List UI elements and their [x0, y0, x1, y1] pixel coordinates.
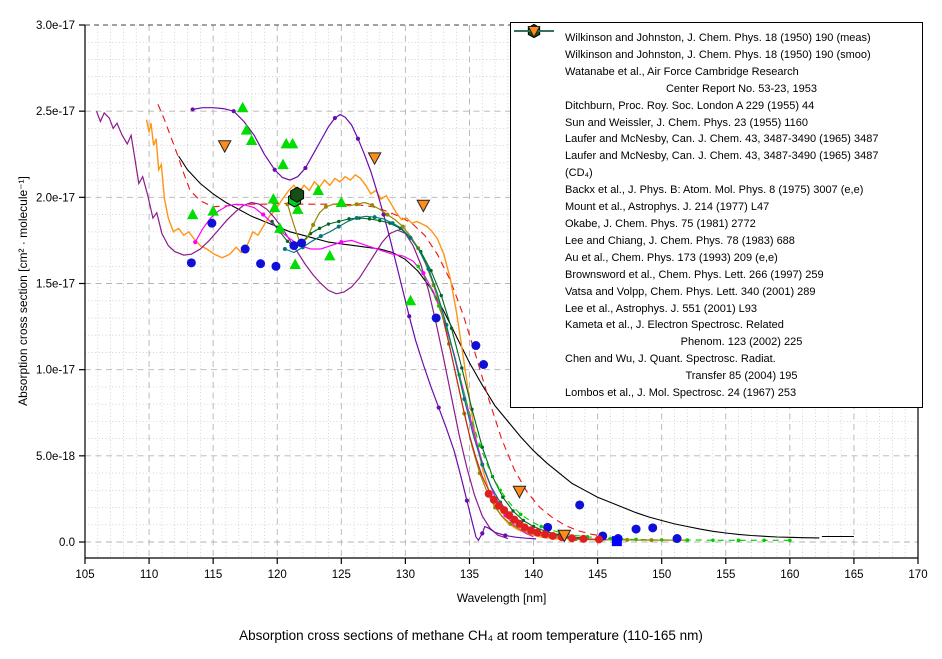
legend-label: Brownsword et al., Chem. Phys. Lett. 266…: [565, 268, 824, 281]
legend-label: Lombos et al., J. Mol. Spectrosc. 24 (19…: [565, 387, 797, 400]
legend-item: Ditchburn, Proc. Roy. Soc. London A 229 …: [515, 26, 918, 115]
legend-label: Sun and Weissler, J. Chem. Phys. 23 (195…: [565, 116, 808, 129]
svg-text:165: 165: [844, 569, 863, 581]
legend-item: Lee and Chiang, J. Chem. Phys. 78 (1983)…: [514, 30, 918, 250]
svg-text:2.0e-17: 2.0e-17: [36, 192, 75, 204]
legend-item: Kameta et al., J. Electron Spectrosc. Re…: [514, 30, 918, 334]
legend-item: Au et al., Chem. Phys. 173 (1993) 209 (e…: [514, 30, 918, 267]
svg-text:105: 105: [75, 569, 94, 581]
svg-text:140: 140: [524, 569, 543, 581]
svg-text:115: 115: [204, 569, 222, 581]
series: [145, 119, 566, 541]
legend-item: Backx et al., J. Phys. B: Atom. Mol. Phy…: [514, 30, 918, 199]
svg-text:1.5e-17: 1.5e-17: [36, 279, 75, 291]
svg-text:1.0e-17: 1.0e-17: [36, 365, 75, 377]
series: [157, 104, 602, 537]
legend-item: Mount et al., Astrophys. J. 214 (1977) L…: [514, 28, 918, 216]
legend-item: Brownsword et al., Chem. Phys. Lett. 266…: [515, 23, 918, 284]
svg-text:150: 150: [652, 569, 671, 581]
chart-caption: Absorption cross sections of methane CH₄…: [239, 628, 703, 643]
legend-label-continuation: (CD₄): [565, 167, 593, 180]
legend-label: Ditchburn, Proc. Roy. Soc. London A 229 …: [565, 99, 815, 112]
legend-label: Kameta et al., J. Electron Spectrosc. Re…: [565, 319, 784, 332]
legend-label: Chen and Wu, J. Quant. Spectrosc. Radiat…: [565, 353, 776, 366]
legend-item: Wilkinson and Johnston, J. Chem. Phys. 1…: [515, 27, 918, 47]
series: [186, 101, 417, 306]
y-ticks: [79, 24, 85, 543]
svg-text:130: 130: [396, 569, 415, 581]
legend-item: Lee et al., Astrophys. J. 551 (2001) L93: [514, 28, 918, 318]
legend-label: Laufer and McNesby, Can. J. Chem. 43, 34…: [565, 150, 879, 163]
x-tick-labels: 105 110 115 120 125 130 135 140 145 150 155 160 165 1…: [75, 569, 927, 581]
legend-label-continuation: Center Report No. 53-23, 1953: [665, 82, 818, 95]
legend-label: Lee and Chiang, J. Chem. Phys. 78 (1983)…: [565, 234, 795, 247]
legend-label: Wilkinson and Johnston, J. Chem. Phys. 1…: [565, 48, 871, 61]
svg-text:160: 160: [780, 569, 799, 581]
svg-text:145: 145: [588, 569, 607, 581]
legend-label: Vatsa and Volpp, Chem. Phys. Lett. 340 (…: [565, 285, 816, 298]
legend-label: Backx et al., J. Phys. B: Atom. Mol. Phy…: [565, 184, 864, 197]
legend-item: Laufer and McNesby, Can. J. Chem. 43, 34…: [514, 28, 918, 148]
series: [290, 186, 305, 203]
absorption-chart: 105 110 115 120 125 130 135 140 145 150 155 160 165 1…: [16, 20, 928, 605]
svg-text:170: 170: [908, 569, 927, 581]
x-axis-title: Wavelength [nm]: [456, 591, 547, 605]
svg-text:120: 120: [268, 569, 287, 581]
legend-label-continuation: Phenom. 123 (2002) 225: [680, 336, 803, 349]
legend-label: Watanabe et al., Air Force Cambridge Res…: [565, 65, 799, 78]
legend-item: Lombos et al., J. Mol. Spectrosc. 24 (19…: [515, 26, 918, 402]
series: [190, 107, 537, 542]
legend-label: Lee et al., Astrophys. J. 551 (2001) L93: [565, 302, 758, 315]
svg-text:135: 135: [460, 569, 479, 581]
legend-label: Okabe, J. Chem. Phys. 75 (1981) 2772: [565, 217, 756, 230]
legend-label: Wilkinson and Johnston, J. Chem. Phys. 1…: [565, 32, 871, 44]
legend-label: Laufer and McNesby, Can. J. Chem. 43, 34…: [565, 133, 879, 146]
x-ticks: [84, 558, 919, 564]
legend-item-continuation: Center Report No. 53-23, 1953: [515, 81, 918, 98]
series: [611, 536, 622, 547]
svg-text:3.0e-17: 3.0e-17: [36, 20, 75, 32]
svg-text:155: 155: [716, 569, 735, 581]
svg-text:125: 125: [332, 569, 351, 581]
legend-label: Au et al., Chem. Phys. 173 (1993) 209 (e…: [565, 251, 778, 264]
series: [95, 110, 509, 540]
legend-item-continuation: (CD₄): [515, 165, 918, 182]
legend-item-continuation: Phenom. 123 (2002) 225: [515, 334, 918, 351]
svg-text:2.5e-17: 2.5e-17: [36, 106, 75, 118]
series: [217, 140, 572, 543]
legend-item: Sun and Weissler, J. Chem. Phys. 23 (195…: [515, 25, 918, 132]
legend-box: Wilkinson and Johnston, J. Chem. Phys. 1…: [510, 22, 923, 408]
y-tick-labels: 3.0e-17 2.5e-17 2.0e-17 1.5e-17 1.0e-17 5.0e-…: [36, 20, 75, 549]
legend-label-continuation: Transfer 85 (2004) 195: [685, 370, 798, 383]
svg-text:110: 110: [140, 569, 158, 581]
legend-item: Watanabe et al., Air Force Cambridge Res…: [514, 28, 918, 81]
legend-item-continuation: Transfer 85 (2004) 195: [515, 368, 918, 385]
svg-text:0.0: 0.0: [59, 537, 75, 549]
legend-item: Okabe, J. Chem. Phys. 75 (1981) 2772: [515, 26, 918, 233]
y-axis-title: Absorption cross section [cm² · molecule…: [16, 176, 30, 406]
legend-item: Laufer and McNesby, Can. J. Chem. 43, 34…: [514, 28, 918, 165]
legend-item: Vatsa and Volpp, Chem. Phys. Lett. 340 (…: [515, 23, 918, 301]
legend-item: Chen and Wu, J. Quant. Spectrosc. Radiat…: [514, 28, 918, 368]
legend-item: Wilkinson and Johnston, J. Chem. Phys. 1…: [514, 30, 918, 64]
legend-label: Mount et al., Astrophys. J. 214 (1977) L…: [565, 201, 770, 214]
svg-text:5.0e-18: 5.0e-18: [36, 451, 75, 463]
